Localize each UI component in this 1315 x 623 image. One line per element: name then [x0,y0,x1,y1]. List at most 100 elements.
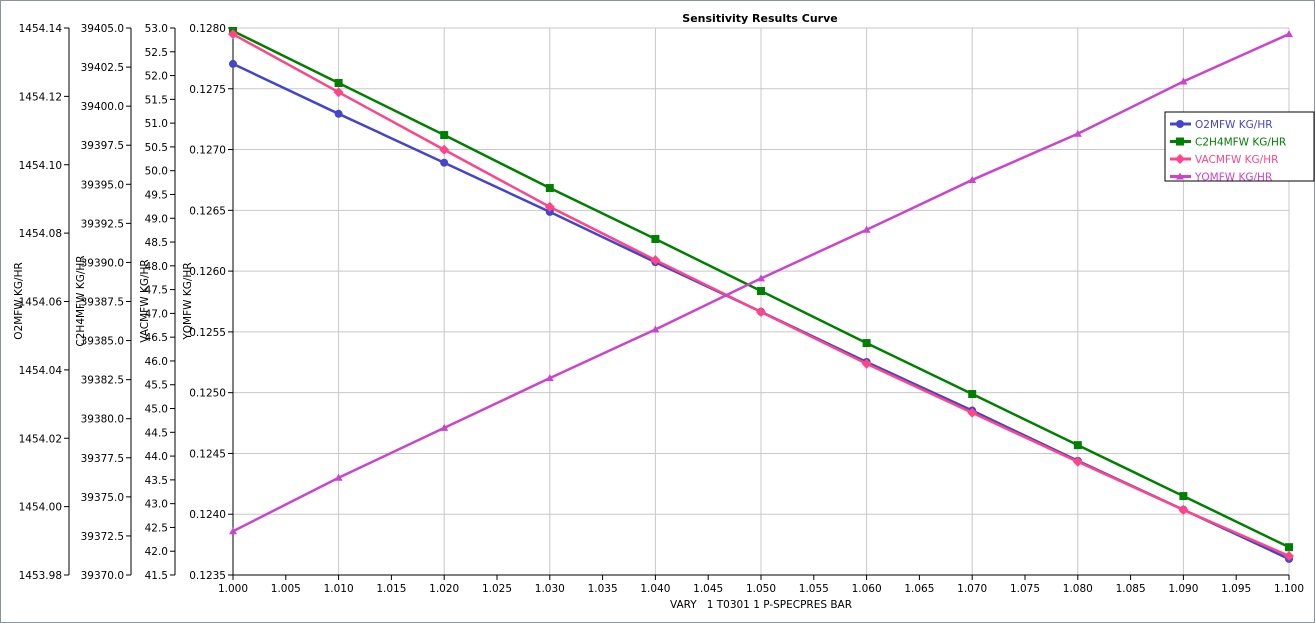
y-tick-label: 46.5 [145,332,168,344]
x-tick-label: 1.100 [1274,583,1304,595]
data-point-1 [334,79,343,88]
data-point-2 [544,201,555,212]
data-point-3 [545,374,554,382]
y-tick-label: 51.5 [145,94,168,106]
y-tick-label: 51.0 [145,118,168,130]
data-point-0 [334,109,343,118]
y-tick-label: 41.5 [145,570,168,582]
y-tick-label: 0.1240 [189,509,226,521]
chart-title: Sensitivity Results Curve [682,12,837,25]
y-tick-label: 1454.02 [19,433,62,445]
data-point-1 [1179,492,1188,501]
data-point-3 [968,175,977,183]
y-tick-label: 0.1245 [189,448,226,460]
y-tick-label: 52.5 [145,47,168,59]
y-tick-label: 50.0 [145,166,168,178]
y-tick-label: 48.5 [145,237,168,249]
y-tick-label: 42.0 [145,546,168,558]
y-tick-label: 39395.0 [81,179,124,191]
y-tick-label: 0.1250 [189,388,226,400]
y-tick-label: 1454.06 [19,297,63,309]
data-point-2 [650,255,661,266]
data-point-1 [862,339,871,348]
x-tick-label: 1.075 [1010,583,1040,595]
data-point-3 [334,473,343,481]
data-point-2 [1284,550,1294,561]
y-tick-label: 42.5 [145,522,168,534]
x-tick-label: 1.085 [1116,583,1146,595]
y-tick-label: 0.1275 [189,84,226,96]
data-point-1 [1285,543,1293,552]
y-tick-label: 1454.10 [19,160,62,172]
y-tick-label: 1454.08 [19,228,62,240]
y-tick-label: 39382.5 [81,375,124,387]
y-tick-label: 0.1255 [189,327,226,339]
x-tick-label: 1.015 [376,583,406,595]
legend-label: VACMFW KG/HR [1195,154,1278,166]
y-tick-label: 43.5 [145,475,168,487]
y-tick-label: 39392.5 [81,218,124,230]
data-point-1 [968,390,977,399]
y-tick-label: 53.0 [145,23,168,35]
y-tick-label: 0.1260 [189,266,226,278]
legend-marker [1175,154,1185,164]
data-point-0 [440,158,449,167]
y-tick-label: 39377.5 [81,453,124,465]
y-axis-label: C2H4MFW KG/HR [75,255,87,346]
data-point-1 [651,234,660,243]
legend-marker [1176,137,1184,146]
data-point-2 [861,358,872,369]
data-point-2 [1178,504,1189,515]
x-tick-label: 1.070 [957,583,987,595]
legend-box [1164,111,1315,182]
data-point-3 [1073,129,1082,137]
data-point-1 [757,287,765,296]
data-point-1 [545,184,554,193]
y-axis-label: O2MFW KG/HR [13,262,25,340]
y-tick-label: 49.0 [145,213,168,225]
data-point-0 [229,59,237,68]
y-tick-label: 39375.0 [81,492,124,504]
x-tick-label: 1.060 [852,583,882,595]
y-tick-label: 39380.0 [81,414,124,426]
x-tick-label: 1.055 [799,583,829,595]
data-point-2 [439,144,450,155]
legend-label: O2MFW KG/HR [1195,119,1273,131]
legend-marker [1176,120,1184,128]
y-tick-label: 50.5 [145,142,168,154]
x-tick-label: 1.050 [746,583,776,595]
y-tick-label: 39387.5 [81,297,124,309]
data-point-2 [1072,456,1083,467]
y-tick-label: 1453.98 [19,570,62,582]
x-tick-label: 1.090 [1168,583,1198,595]
legend-marker [1176,172,1184,180]
legend-label: YQMFW KG/HR [1194,172,1272,184]
y-tick-label: 1454.12 [19,91,62,103]
x-tick-label: 1.030 [535,583,565,595]
x-tick-label: 1.080 [1063,583,1093,595]
y-tick-label: 45.0 [145,404,168,416]
data-point-3 [651,325,660,333]
y-axis-label: YQMFW KG/HR [182,262,194,340]
y-tick-label: 48.0 [145,261,168,273]
y-axis-label: VACMFW KG/HR [139,259,151,342]
y-tick-label: 1454.14 [19,23,63,35]
y-tick-label: 43.0 [145,499,168,511]
y-tick-label: 45.5 [145,380,168,392]
y-tick-label: 39370.0 [81,570,124,582]
x-tick-label: 1.065 [904,583,934,595]
y-tick-label: 1454.04 [19,365,63,377]
y-tick-label: 47.0 [145,308,168,320]
legend-label: C2H4MFW KG/HR [1195,137,1286,149]
x-tick-label: 1.005 [271,583,301,595]
y-tick-label: 49.5 [145,189,168,201]
data-point-3 [1179,77,1188,85]
y-tick-label: 0.1270 [189,145,226,157]
y-tick-label: 39372.5 [81,531,124,543]
x-tick-label: 1.045 [693,583,723,595]
x-tick-label: 1.025 [482,583,512,595]
data-point-3 [757,274,765,282]
x-tick-label: 1.020 [429,583,459,595]
